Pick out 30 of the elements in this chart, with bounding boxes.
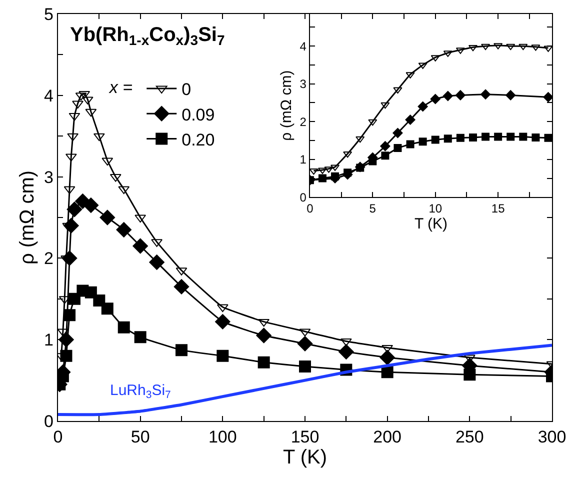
y-tick-label: 3 — [300, 77, 307, 92]
legend-label: 0.20 — [182, 130, 215, 150]
x-tick-label: 200 — [373, 428, 402, 446]
y-tick-label: 1 — [300, 152, 307, 167]
legend-title: x = — [108, 78, 133, 98]
y-tick-label: 1 — [44, 330, 54, 350]
x-tick-label: 15 — [491, 202, 506, 216]
x-tick-label: 300 — [538, 428, 566, 446]
y-axis-title: ρ (mΩ cm) — [278, 70, 296, 141]
x-tick-label: 100 — [208, 428, 237, 446]
x-axis-title: T (K) — [414, 216, 448, 233]
y-tick-label: 2 — [300, 114, 307, 129]
y-axis-title: ρ (mΩ cm) — [16, 170, 39, 265]
series-label: LuRh$_{3}$Si$_{7}$ — [110, 382, 172, 402]
y-tick-label: 0 — [44, 412, 54, 431]
y-tick-label: 5 — [44, 4, 54, 24]
x-tick-label: 150 — [290, 428, 320, 446]
y-tick-label: 0 — [300, 190, 307, 204]
x-tick-label: 50 — [130, 428, 150, 446]
x-tick-label: 5 — [369, 202, 376, 216]
x-axis-title: T (K) — [282, 446, 328, 468]
y-tick-label: 4 — [44, 86, 54, 106]
y-tick-label: 3 — [44, 168, 54, 187]
annotation: Yb(Rh$_{1-x}$Co$_{x}$)$_{3}$Si$_{7}$ — [70, 24, 225, 48]
y-tick-label: 2 — [44, 249, 54, 268]
legend-label: 0.09 — [182, 105, 215, 124]
x-tick-label: 10 — [428, 202, 442, 216]
x-tick-label: 250 — [455, 428, 484, 446]
legend-label: 0 — [182, 80, 192, 100]
y-tick-label: 4 — [300, 39, 307, 54]
